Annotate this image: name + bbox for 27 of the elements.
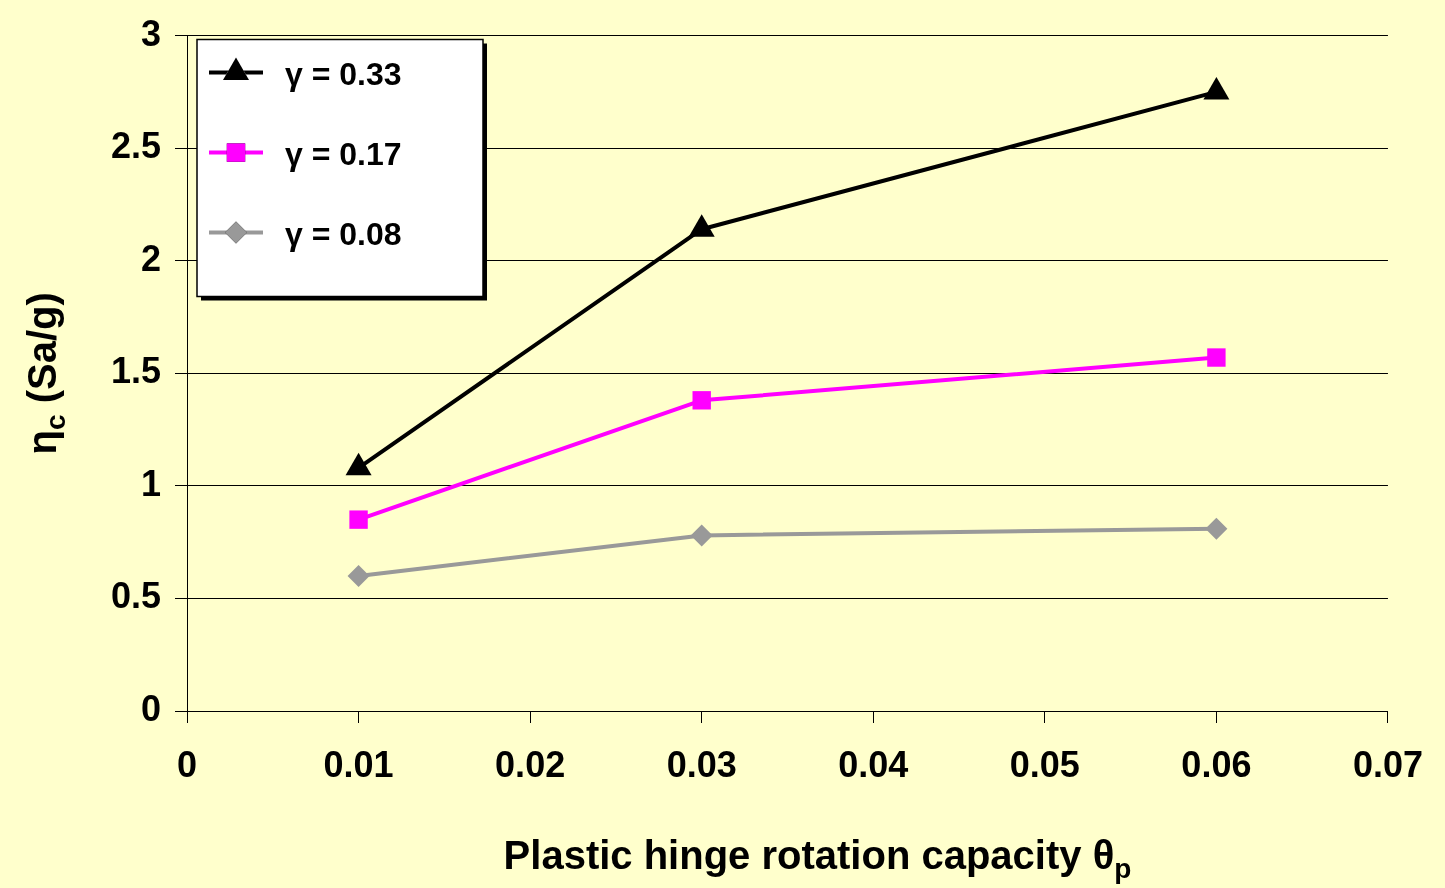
y-axis-title: ηc (Sa/g) [20,292,71,455]
x-tick-label: 0.02 [495,743,566,785]
x-tick-label: 0.06 [1181,743,1252,785]
point [1203,76,1230,100]
point [692,391,711,410]
y-tick-label: 2.5 [110,125,161,167]
point [1207,348,1226,367]
x-tick-label: 0.07 [1352,743,1424,785]
point [690,524,713,547]
x-tick-label: 0 [176,743,198,785]
x-tick-label: 0.05 [1009,743,1080,785]
legend-label: γ = 0.17 [285,136,402,173]
y-tick-label: 2 [140,237,161,279]
y-tick-label: 1 [140,462,161,504]
point [349,510,368,529]
x-tick-label: 0.01 [323,743,394,785]
y-tick-label: 3 [140,12,161,54]
y-tick-label: 0.5 [110,575,161,617]
legend-label: γ = 0.33 [285,56,402,93]
legend-label: γ = 0.08 [285,216,402,253]
point [347,564,370,587]
x-tick-label: 0.03 [666,743,737,785]
y-tick-label: 1.5 [110,350,161,392]
y-tick-label: 0 [140,687,161,729]
point [688,214,715,237]
x-tick-label: 0.04 [838,743,909,785]
point [1205,517,1228,540]
